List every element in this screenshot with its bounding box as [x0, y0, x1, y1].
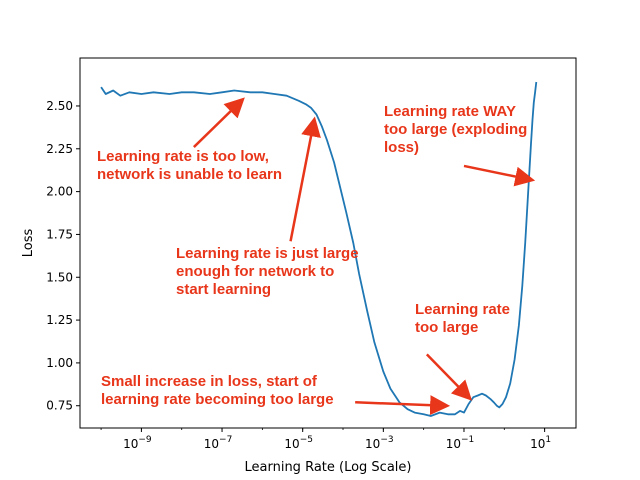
annotation-arrow	[425, 353, 473, 401]
y-tick-label: 2.50	[46, 99, 73, 113]
x-tick-label: 10−5	[284, 435, 313, 451]
y-tick-label: 2.00	[46, 185, 73, 199]
annotation-arrow	[192, 97, 245, 148]
annotation-text: Learning rate too large	[415, 301, 510, 336]
x-tick-label: 10−1	[446, 435, 475, 451]
x-tick-label: 10−9	[123, 435, 152, 451]
x-axis-label: Learning Rate (Log Scale)	[245, 460, 412, 475]
plot-frame	[79, 57, 577, 429]
annotation-text: Small increase in loss, start of learning…	[101, 373, 334, 408]
plot-area	[80, 58, 576, 428]
annotation-text: Learning rate is too low, network is unab…	[97, 148, 282, 183]
y-axis-ticks: 0.75 1.00 1.25 1.50 1.75 2.00 2.25 2.50	[46, 99, 80, 413]
annotation-text: Learning rate WAY too large (exploding los…	[384, 103, 527, 156]
y-tick-label: 0.75	[46, 399, 73, 413]
annotations: Learning rate is too low, network is unab…	[97, 97, 536, 416]
x-tick-label: 10−3	[365, 435, 394, 451]
y-tick-label: 1.75	[46, 227, 73, 241]
y-tick-label: 1.00	[46, 356, 73, 370]
annotation-arrow	[463, 164, 536, 187]
annotation-arrow	[289, 116, 321, 242]
x-axis-ticks: 10−9 10−7 10−5 10−3 10−1 101	[100, 428, 551, 451]
loss-curve-line	[100, 81, 538, 417]
annotation-arrow	[355, 395, 451, 416]
x-tick-label: 10−7	[204, 435, 233, 451]
x-tick-label: 101	[530, 435, 551, 451]
y-tick-label: 1.50	[46, 270, 73, 284]
annotation-text: Learning rate is just large enough for ne…	[176, 245, 359, 298]
y-tick-label: 2.25	[46, 142, 73, 156]
y-axis-label: Loss	[21, 229, 36, 258]
y-tick-label: 1.25	[46, 313, 73, 327]
